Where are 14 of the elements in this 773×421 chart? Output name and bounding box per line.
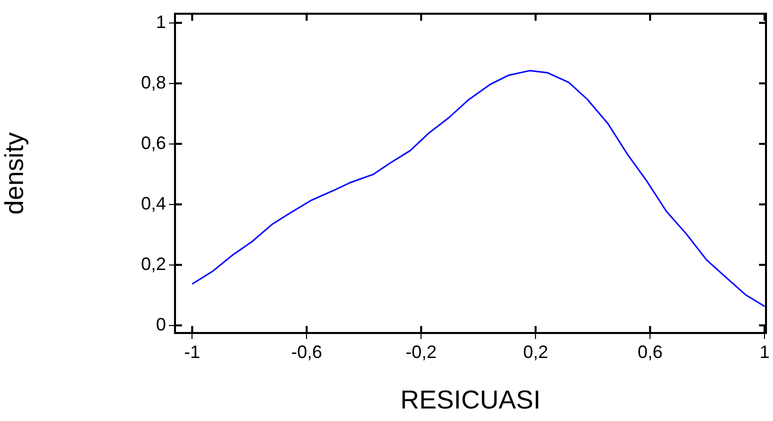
x-tick-label: -0,6 [291,342,322,362]
y-tick-label: 0,2 [140,254,166,274]
x-axis-title: RESICUASI [400,384,541,415]
y-tick-label: 0,6 [140,132,166,153]
x-tick-label: 0,2 [523,342,548,362]
y-tick-label: 0,4 [140,193,166,214]
x-tick-label: 1 [760,342,770,362]
y-tick-label: 0 [156,314,166,334]
x-tick-label: -1 [184,342,200,362]
x-tick-label: -0,2 [406,342,437,362]
y-tick-label: 1 [156,12,166,32]
x-tick-label: 0,6 [638,342,663,362]
y-tick-label: 0,8 [140,72,166,92]
y-axis-title: density [0,132,29,215]
